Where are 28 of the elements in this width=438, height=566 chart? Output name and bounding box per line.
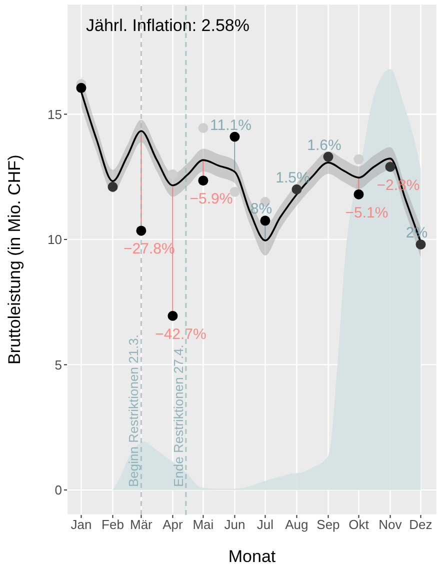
- x-tick-label: Jun: [224, 517, 246, 532]
- annotation: 1.6%: [307, 136, 342, 154]
- annotation: 8%: [250, 200, 272, 218]
- annotation: Jährl. Inflation: 2.58%: [86, 16, 250, 36]
- x-tick-label: Sep: [316, 517, 340, 532]
- ref-line-label: Ende Restriktionen 27.4.: [170, 344, 186, 487]
- y-tick-label: 10: [48, 232, 62, 248]
- x-tick-label: Jul: [256, 517, 274, 532]
- x-tick-label: Apr: [162, 517, 184, 532]
- annotation: −5.1%: [345, 204, 388, 222]
- x-tick-label: Mär: [130, 517, 154, 532]
- y-axis-title: Bruttoleistung (in Mio. CHF): [5, 154, 24, 364]
- annotation: 11.1%: [210, 116, 252, 134]
- x-axis-title: Monat: [228, 547, 276, 566]
- x-tick-label: Feb: [102, 517, 124, 532]
- y-tick-label: 5: [54, 357, 62, 372]
- x-tick-label: Dez: [409, 517, 432, 532]
- x-tick-label: Aug: [285, 517, 308, 532]
- x-tick-label: Nov: [378, 517, 402, 532]
- annotation: 1.5%: [276, 169, 310, 186]
- x-tick-label: Jan: [70, 517, 92, 532]
- x-tick-label: Okt: [348, 517, 370, 532]
- y-tick-label: 0: [54, 482, 62, 498]
- y-tick-label: 15: [48, 106, 62, 122]
- x-tick-label: Mai: [192, 517, 214, 532]
- annotation: −5.9%: [190, 190, 233, 208]
- ref-line-label: Beginn Restriktionen 21.3.: [126, 334, 142, 487]
- annotation: −42.7%: [155, 326, 206, 343]
